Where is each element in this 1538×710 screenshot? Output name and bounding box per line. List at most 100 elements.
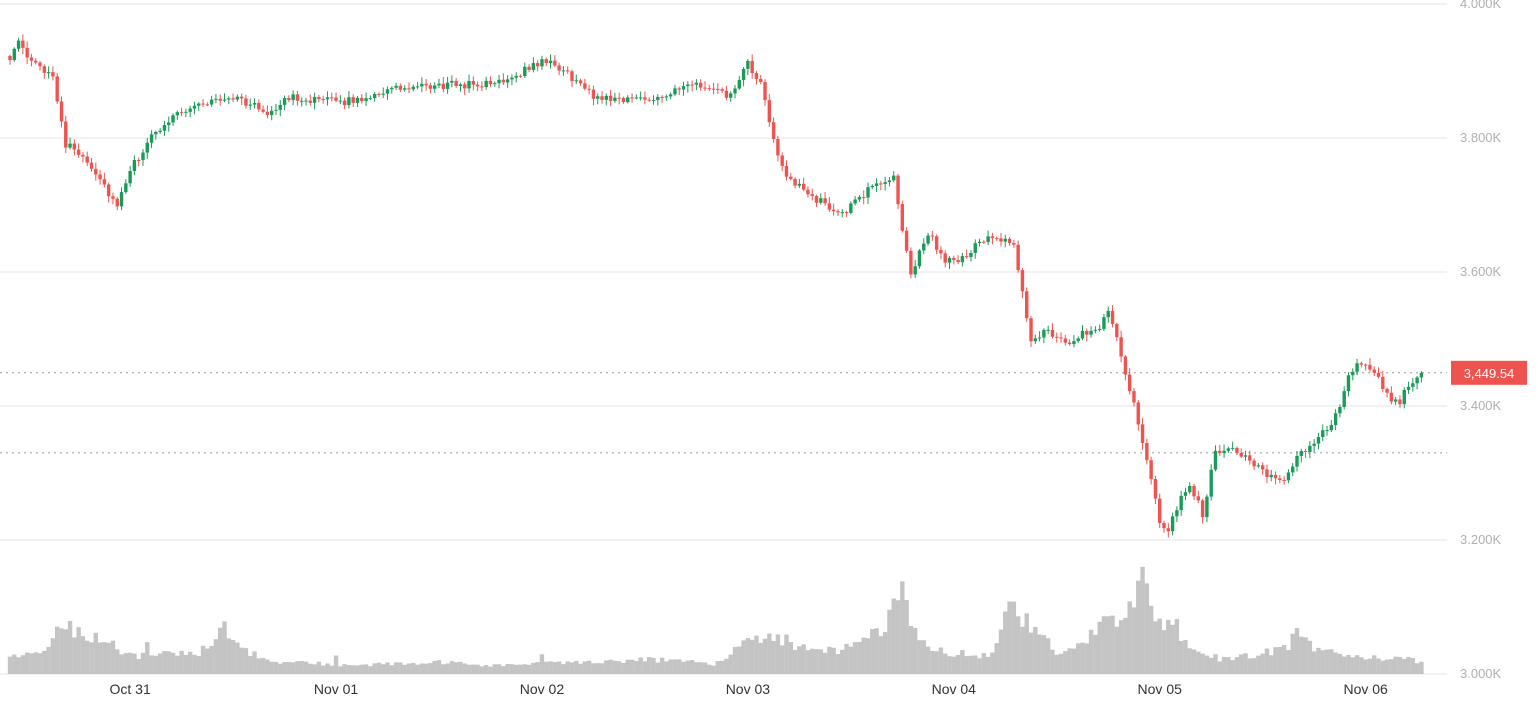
candle [634, 94, 639, 100]
y-tick-label: 3.800K [1460, 130, 1502, 145]
volume-bar [629, 659, 635, 674]
candle [8, 54, 12, 65]
volume-bar [260, 657, 266, 674]
volume-bar [295, 661, 300, 674]
volume-bar [1243, 653, 1248, 674]
volume-bar [1020, 626, 1025, 674]
candle [930, 230, 935, 241]
candle [106, 182, 111, 203]
volume-bar [359, 664, 364, 674]
volume-bar [183, 654, 189, 674]
candle [904, 227, 909, 254]
volume-bar [59, 628, 64, 674]
candle [342, 97, 347, 110]
candle [38, 61, 42, 71]
candle [145, 137, 149, 159]
candle [1260, 462, 1265, 475]
candle [312, 92, 317, 110]
candle [1076, 336, 1080, 344]
volume-bar [1320, 650, 1325, 674]
volume-bar [1277, 646, 1283, 674]
volume-bar [797, 646, 802, 674]
candle [244, 94, 248, 109]
candle [411, 84, 415, 92]
volume-bar [329, 665, 334, 674]
volume-bar [355, 665, 360, 674]
y-axis: 3.000K 3.200K 3.400K 3.600K 3.800K 4.000K [1460, 0, 1502, 681]
candle [1033, 334, 1038, 345]
candle [171, 113, 175, 126]
volume-bar [483, 664, 489, 674]
candle [1226, 446, 1231, 454]
volume-bar [136, 659, 141, 674]
volume-bar [548, 661, 553, 674]
candle [836, 209, 840, 216]
candle [1175, 506, 1179, 523]
candle [535, 60, 540, 72]
candle [553, 55, 557, 67]
volume-bar [1050, 649, 1055, 674]
volume-bar [917, 640, 922, 674]
candle [1265, 464, 1269, 484]
volume-bar [1269, 655, 1274, 674]
candle [806, 186, 810, 198]
candle [741, 66, 746, 87]
candle [102, 172, 107, 188]
y-tick-label: 3.200K [1460, 532, 1502, 547]
volume-bar [423, 663, 429, 674]
volume-bar [218, 627, 223, 674]
candle [484, 76, 488, 90]
candle [711, 83, 716, 95]
volume-bar [97, 642, 103, 674]
candle [407, 82, 411, 94]
reference-lines [0, 372, 1447, 454]
x-tick-label: Nov 05 [1138, 681, 1183, 697]
candle [1308, 440, 1312, 459]
candle [973, 239, 977, 259]
volume-bar [205, 648, 210, 674]
volume-bar [1367, 658, 1373, 674]
volume-bar [741, 640, 746, 674]
volume-bar [492, 664, 497, 674]
volume-bar [642, 661, 648, 674]
volume-bar [526, 664, 532, 674]
candle [1273, 471, 1278, 485]
candle [394, 82, 398, 91]
volume-bar [496, 664, 502, 674]
candle [1132, 387, 1136, 407]
volume-bar [381, 664, 386, 674]
volume-bar [754, 635, 759, 674]
candle [1316, 432, 1321, 450]
candle [261, 105, 265, 114]
candle [956, 255, 960, 264]
volume-bar [1071, 648, 1077, 674]
volume-bar [582, 661, 588, 674]
candle [1393, 397, 1398, 405]
candle [317, 94, 321, 103]
volume-bar [1131, 607, 1137, 674]
candle [398, 83, 403, 92]
volume-bar [200, 645, 206, 674]
volume-bar [1015, 616, 1021, 674]
volume-bar [1024, 613, 1029, 674]
volume-bar [552, 662, 558, 674]
volume-bar [239, 647, 244, 674]
volume-bar [12, 654, 17, 674]
y-tick-label: 3.600K [1460, 264, 1502, 279]
candle [55, 72, 59, 105]
volume-bar [835, 654, 841, 674]
candle [977, 238, 982, 247]
candle [42, 64, 47, 79]
volume-bar [1191, 649, 1197, 674]
candle [578, 78, 583, 86]
volume-bar [895, 600, 901, 674]
candle [158, 127, 162, 134]
candle [308, 94, 312, 106]
candle [999, 232, 1003, 247]
y-tick-label: 3.400K [1460, 398, 1502, 413]
volume-bar [85, 640, 90, 674]
volume-bar [599, 663, 605, 674]
volume-bar [1097, 621, 1102, 674]
candle [330, 92, 334, 102]
volume-bar [938, 647, 944, 674]
